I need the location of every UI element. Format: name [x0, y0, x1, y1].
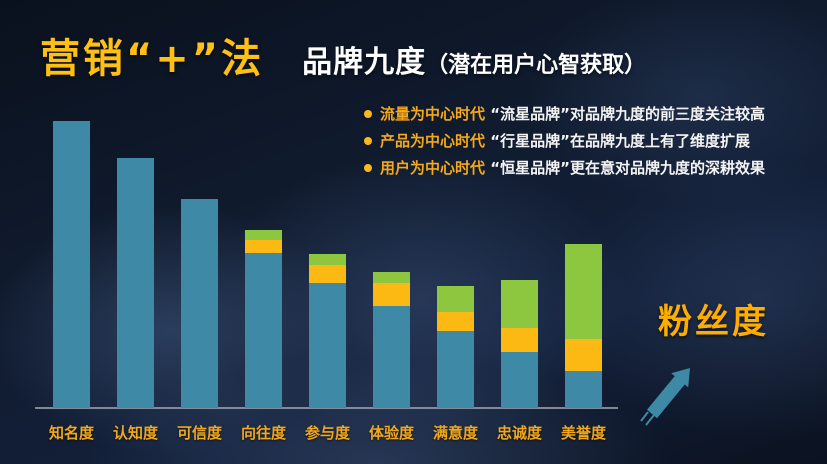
bullet-text: “流星品牌”对品牌九度的前三度关注较高 [490, 105, 765, 123]
x-axis-line [35, 407, 618, 409]
bullet-list: 流量为中心时代 “流星品牌”对品牌九度的前三度关注较高 产品为中心时代 “行星品… [364, 105, 814, 186]
bar-stack [309, 121, 346, 408]
bullet-item-2: 产品为中心时代 “行星品牌”在品牌九度上有了维度扩展 [364, 132, 814, 150]
bar-segment [245, 240, 282, 254]
bar-segment [245, 253, 282, 408]
bar-group: 向往度 [241, 121, 286, 443]
bar-segment [373, 306, 410, 408]
bullet-item-1: 流量为中心时代 “流星品牌”对品牌九度的前三度关注较高 [364, 105, 814, 123]
page-title-gold: 营销“+”法 [40, 36, 265, 82]
page-title-main: 品牌九度 [302, 45, 427, 80]
x-axis-label: 满意度 [433, 424, 479, 442]
stacked-bar-chart: 知名度 认知度 可信度 向往度 参与度 体验度 满意度 忠诚度 美誉度 [49, 121, 606, 443]
x-axis-label: 美誉度 [561, 424, 607, 442]
x-axis-label: 认知度 [113, 424, 159, 442]
bar-segment [565, 370, 602, 408]
bar-stack [53, 121, 90, 408]
bullet-dot-icon [364, 137, 372, 145]
bullet-item-3: 用户为中心时代 “恒星品牌”更在意对品牌九度的深耕效果 [364, 159, 814, 177]
bar-group: 体验度 [369, 121, 414, 443]
bar-stack [565, 121, 602, 408]
x-axis-label: 知名度 [49, 424, 95, 442]
x-axis-label: 体验度 [369, 424, 415, 442]
x-axis-label: 向往度 [241, 424, 287, 442]
bar-segment [437, 286, 474, 312]
bullet-dot-icon [364, 110, 372, 118]
bar-segment [437, 311, 474, 331]
bar-group: 满意度 [433, 121, 478, 443]
bar-stack [181, 121, 218, 408]
bar-segment [245, 230, 282, 241]
x-axis-label: 忠诚度 [497, 424, 543, 442]
bar-segment [565, 244, 602, 340]
bullet-highlight: 流量为中心时代 [380, 105, 486, 123]
page-title-sub: （潜在用户心智获取） [426, 53, 647, 78]
bar-segment [117, 158, 154, 408]
bar-segment [53, 121, 90, 408]
bar-group: 美誉度 [561, 121, 606, 443]
bar-segment [181, 198, 218, 408]
bullet-text: “行星品牌”在品牌九度上有了维度扩展 [490, 132, 750, 150]
bar-segment [501, 280, 538, 328]
title-bar: 营销“+”法 品牌九度 （潜在用户心智获取） [40, 26, 817, 84]
fans-degree-label: 粉丝度 [658, 302, 769, 342]
bar-segment [501, 352, 538, 408]
bar-segment [373, 283, 410, 307]
bar-segment [309, 283, 346, 408]
bar-group: 认知度 [113, 121, 158, 443]
bar-segment [309, 264, 346, 284]
bar-group: 可信度 [177, 121, 222, 443]
bar-stack [245, 121, 282, 408]
bullet-text: “恒星品牌”更在意对品牌九度的深耕效果 [490, 159, 765, 177]
bar-segment [373, 271, 410, 284]
bar-group: 忠诚度 [497, 121, 542, 443]
bar-stack [373, 121, 410, 408]
x-axis-label: 可信度 [177, 424, 223, 442]
bullet-highlight: 用户为中心时代 [380, 159, 486, 177]
bar-segment [309, 254, 346, 265]
up-right-arrow-icon [640, 368, 690, 426]
bar-segment [437, 330, 474, 408]
bullet-dot-icon [364, 164, 372, 172]
bar-segment [565, 339, 602, 371]
bar-group: 知名度 [49, 121, 94, 443]
bar-stack [117, 121, 154, 408]
bars-row: 知名度 认知度 可信度 向往度 参与度 体验度 满意度 忠诚度 美誉度 [49, 121, 606, 443]
bar-group: 参与度 [305, 121, 350, 443]
bar-stack [501, 121, 538, 408]
bar-segment [501, 327, 538, 353]
x-axis-label: 参与度 [305, 424, 351, 442]
bar-stack [437, 121, 474, 408]
bullet-highlight: 产品为中心时代 [380, 132, 486, 150]
